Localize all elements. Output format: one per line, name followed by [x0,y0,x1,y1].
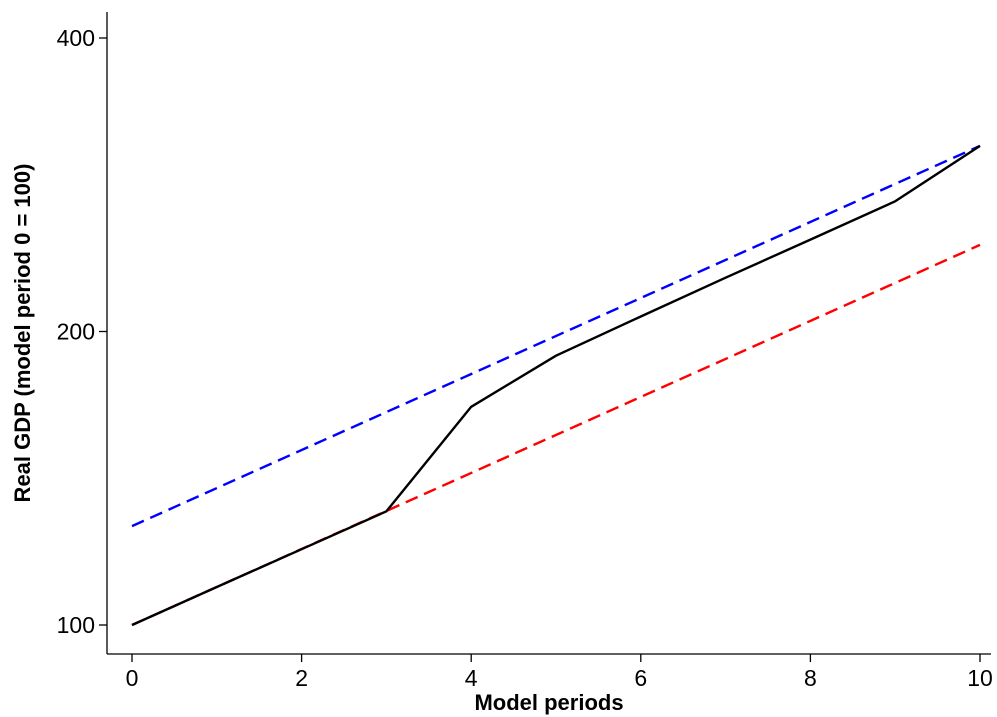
x-axis-title: Model periods [474,690,623,715]
y-tick-label: 400 [57,25,95,51]
series-line-2 [131,243,981,627]
series-line-1 [131,144,981,528]
x-tick-label: 8 [804,665,817,691]
series-line-3 [131,144,981,627]
y-axis-ticks: 100 200 400 [57,25,107,638]
x-tick-label: 4 [465,665,478,691]
x-tick-label: 0 [126,665,139,691]
x-tick-label: 10 [967,665,993,691]
x-tick-label: 6 [634,665,647,691]
series-layer [131,144,981,627]
y-axis-title: Real GDP (model period 0 = 100) [10,164,35,503]
y-tick-label: 200 [57,319,95,345]
axes [106,12,991,655]
x-axis-ticks: 0 2 4 6 8 10 [126,654,993,691]
y-tick-label: 100 [57,612,95,638]
x-tick-label: 2 [295,665,308,691]
